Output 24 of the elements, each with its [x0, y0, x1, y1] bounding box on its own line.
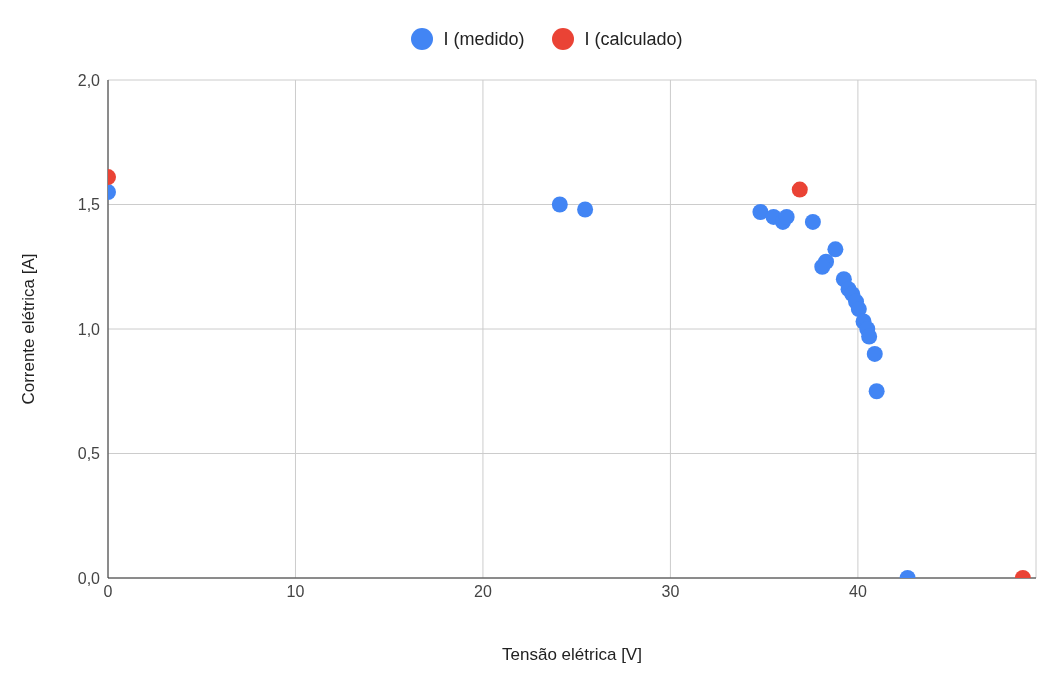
legend-label: I (calculado) [584, 28, 683, 50]
x-tick-label: 20 [474, 583, 492, 601]
y-tick-label: 0,0 [77, 569, 101, 587]
x-tick-label: 10 [286, 583, 305, 601]
point [827, 241, 844, 258]
legend-label: I (medido) [443, 28, 525, 50]
y-tick-label: 2,0 [77, 71, 101, 89]
x-tick-label: 0 [103, 583, 113, 601]
point [804, 213, 821, 230]
point [850, 301, 867, 318]
point [814, 258, 831, 275]
point [577, 201, 594, 218]
x-tick-label: 30 [661, 583, 680, 601]
y-axis-title: Corrente elétrica [A] [19, 253, 39, 405]
x-tick-label: 40 [849, 583, 867, 601]
y-tick-label: 1,0 [77, 320, 101, 338]
point [551, 196, 568, 213]
y-tick-label: 1,5 [77, 196, 101, 214]
y-tick-label: 0,5 [77, 445, 101, 463]
x-axis-title: Tensão elétrica [V] [502, 645, 642, 665]
point [866, 345, 883, 362]
point [752, 203, 769, 220]
point [778, 208, 795, 225]
point [868, 383, 885, 400]
